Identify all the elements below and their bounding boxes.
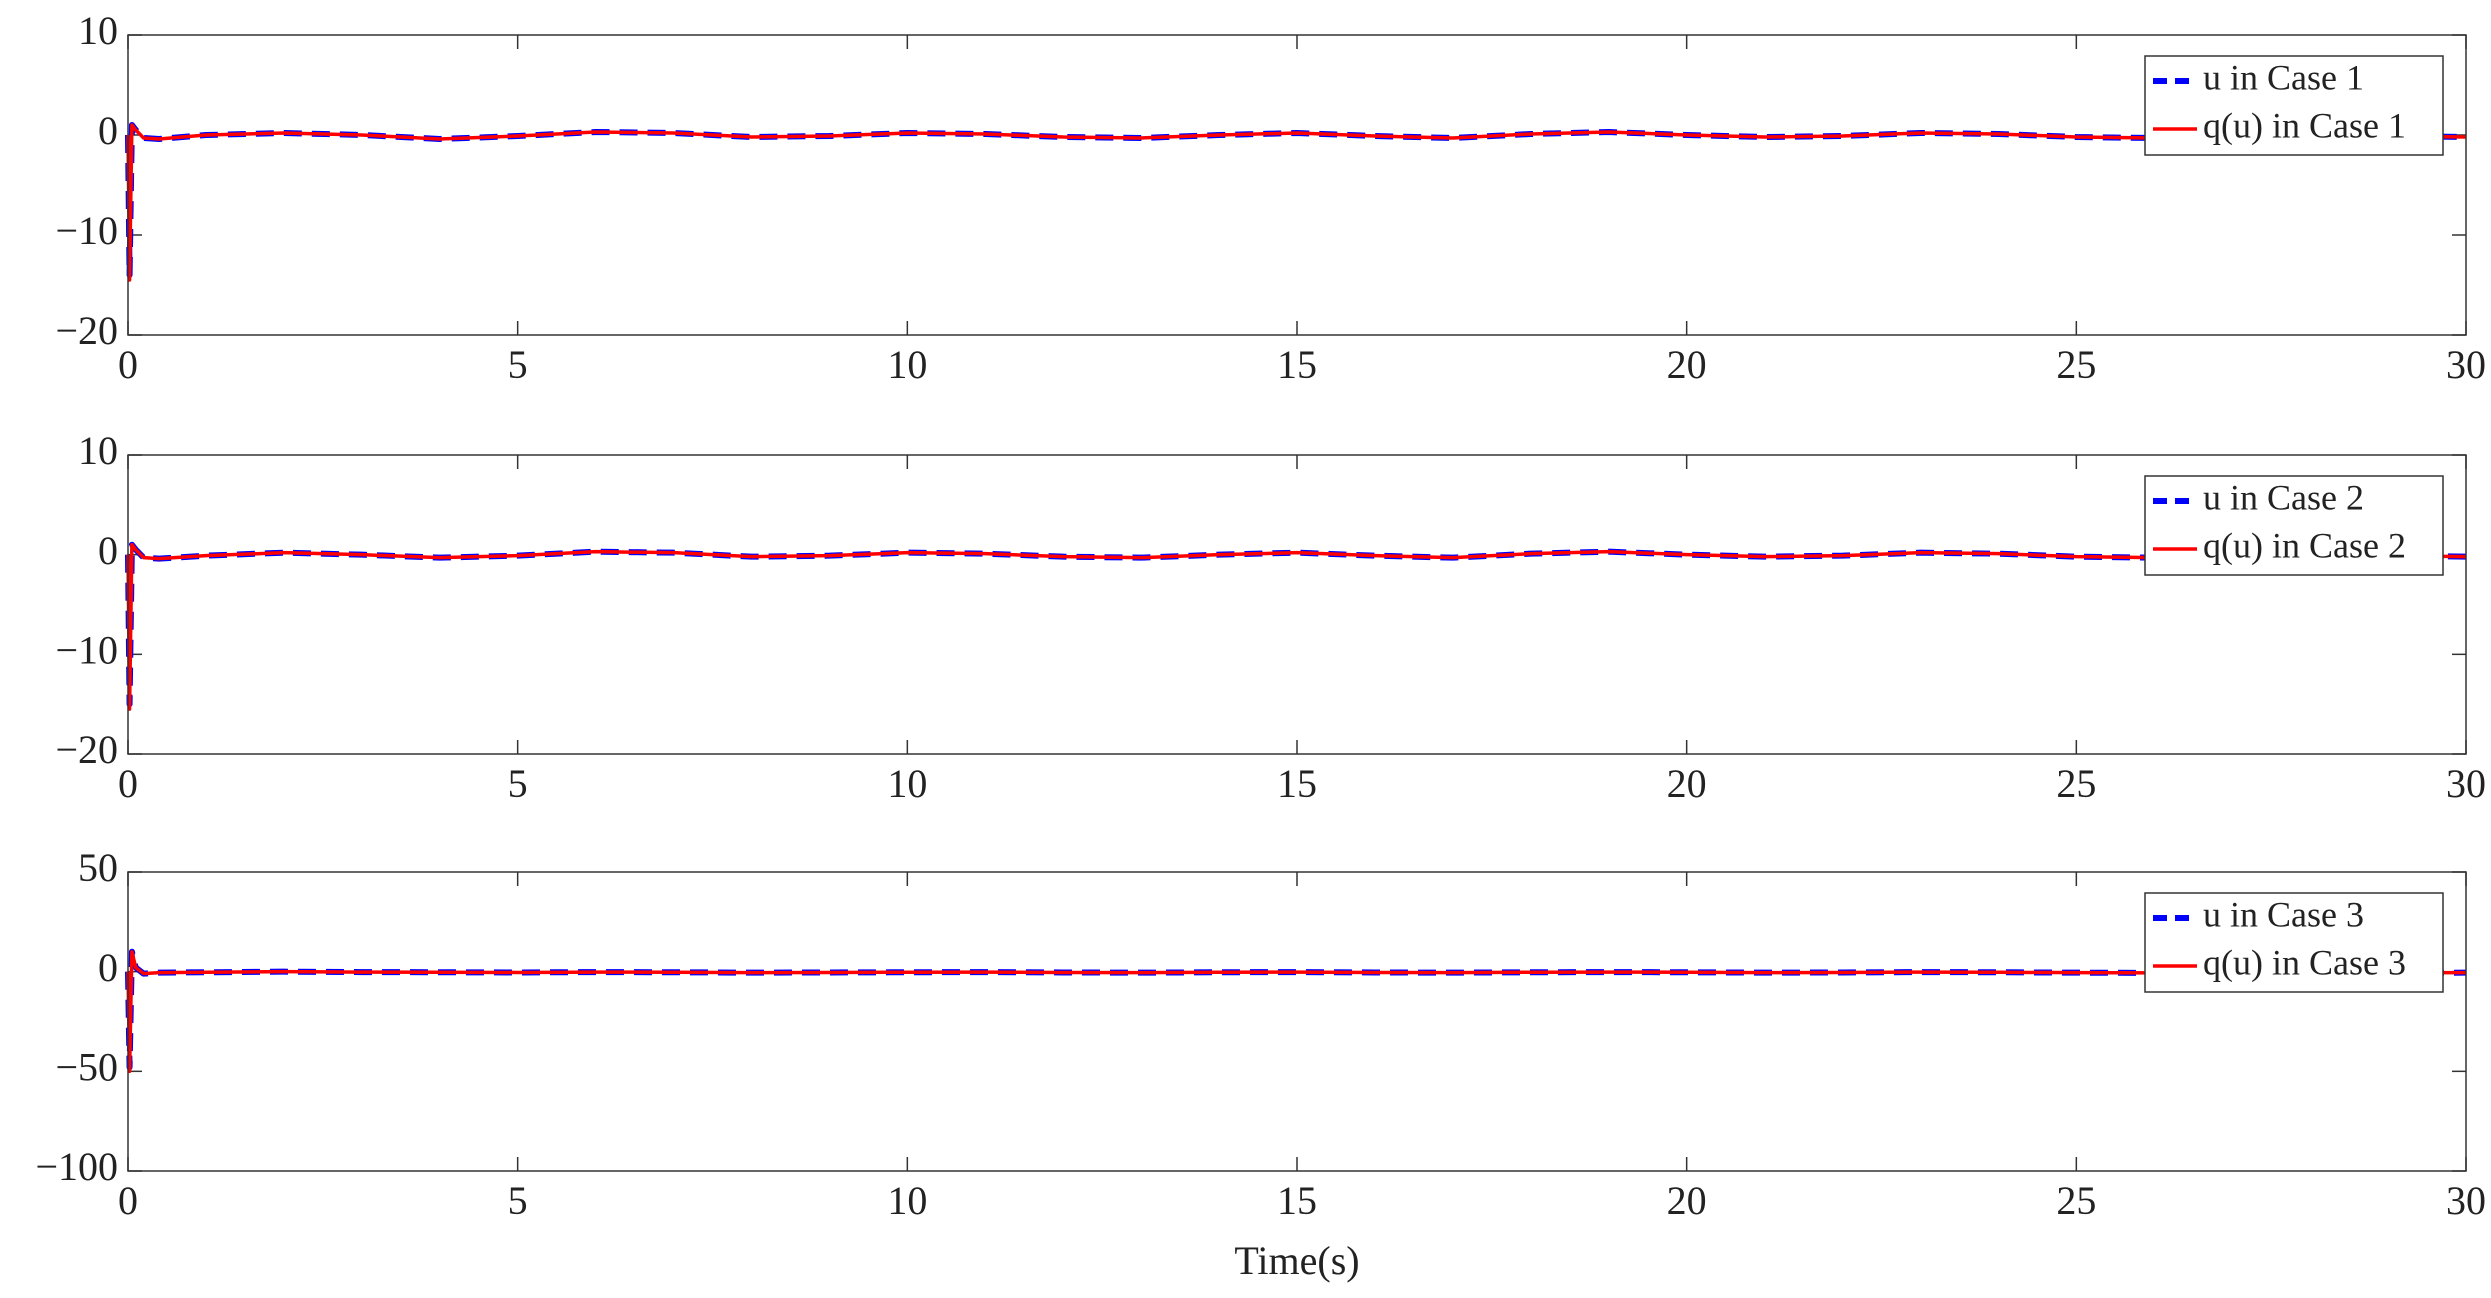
- x-tick-label: 15: [1277, 1178, 1317, 1223]
- x-tick-label: 20: [1667, 761, 1707, 806]
- legend-text: q(u) in Case 1: [2203, 105, 2406, 145]
- x-tick-label: 30: [2446, 342, 2486, 387]
- x-tick-label: 5: [508, 761, 528, 806]
- x-tick-label: 15: [1277, 342, 1317, 387]
- x-tick-label: 10: [887, 342, 927, 387]
- axes-box: [127, 871, 2467, 1172]
- x-tick-label: 30: [2446, 1178, 2486, 1223]
- x-tick-label: 15: [1277, 761, 1317, 806]
- x-tick-label: 25: [2056, 761, 2096, 806]
- axes-box: [127, 454, 2467, 755]
- series-line: [125, 122, 2467, 278]
- y-tick-label: 50: [78, 845, 118, 890]
- y-tick-label: 10: [78, 8, 118, 53]
- axes-box: [127, 34, 2467, 336]
- y-tick-label: −10: [55, 208, 118, 253]
- x-tick-label: 20: [1667, 1178, 1707, 1223]
- legend-box: [2144, 892, 2444, 993]
- y-tick-label: 0: [98, 945, 118, 990]
- x-tick-label: 0: [118, 342, 138, 387]
- x-axis-label: Time(s): [1234, 1238, 1359, 1283]
- y-tick-label: −50: [55, 1045, 118, 1090]
- y-tick-label: 0: [98, 108, 118, 153]
- legend-text: q(u) in Case 3: [2203, 942, 2406, 982]
- x-tick-label: 30: [2446, 761, 2486, 806]
- series-line: [125, 948, 2467, 1071]
- y-tick-label: −20: [55, 308, 118, 353]
- x-tick-label: 25: [2056, 1178, 2096, 1223]
- x-tick-label: 10: [887, 1178, 927, 1223]
- series-line: [126, 123, 2467, 282]
- legend-text: u in Case 2: [2203, 477, 2364, 517]
- legend-text: u in Case 1: [2203, 57, 2364, 97]
- legend-box: [2144, 55, 2444, 156]
- y-tick-label: 10: [78, 428, 118, 473]
- series-line: [126, 542, 2467, 711]
- y-tick-label: −10: [55, 628, 118, 673]
- legend-text: q(u) in Case 2: [2203, 525, 2406, 565]
- x-tick-label: 5: [508, 1178, 528, 1223]
- x-tick-label: 5: [508, 342, 528, 387]
- series-line: [126, 949, 2467, 1074]
- x-tick-label: 0: [118, 761, 138, 806]
- y-tick-label: −20: [55, 727, 118, 772]
- y-tick-label: 0: [98, 528, 118, 573]
- x-tick-label: 20: [1667, 342, 1707, 387]
- x-tick-label: 10: [887, 761, 927, 806]
- legend-box: [2144, 475, 2444, 576]
- series-line: [125, 541, 2467, 708]
- x-tick-label: 25: [2056, 342, 2096, 387]
- y-tick-label: −100: [35, 1144, 118, 1189]
- x-tick-label: 0: [118, 1178, 138, 1223]
- legend-text: u in Case 3: [2203, 894, 2364, 934]
